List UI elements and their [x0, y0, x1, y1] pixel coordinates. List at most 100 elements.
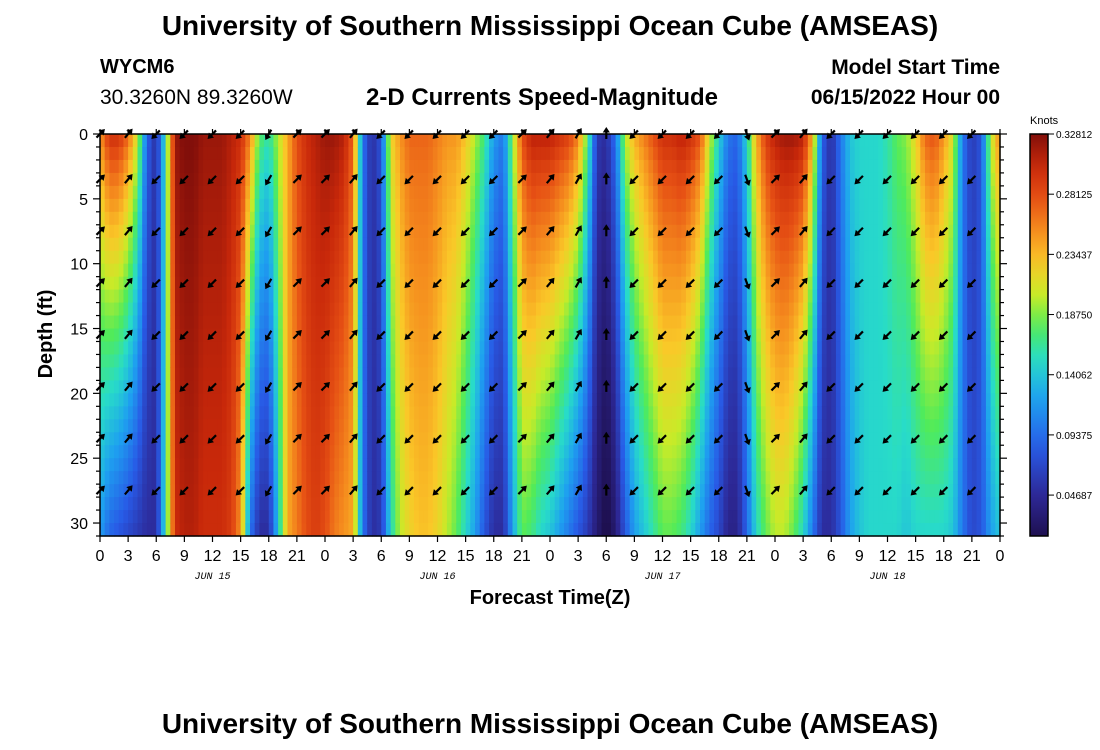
heatmap-cell	[221, 237, 228, 252]
heatmap-cell	[592, 367, 598, 381]
heatmap-cell	[610, 211, 617, 226]
heatmap-cell	[718, 263, 725, 278]
heatmap-cell	[667, 367, 673, 381]
heatmap-cell	[128, 510, 134, 524]
heatmap-cell	[503, 458, 509, 472]
heatmap-cell	[559, 159, 565, 174]
heatmap-cell	[367, 393, 373, 407]
heatmap-cell	[170, 302, 176, 317]
heatmap-cell	[142, 289, 148, 304]
heatmap-cell	[371, 185, 378, 200]
heatmap-cell	[737, 380, 743, 394]
heatmap-cell	[639, 224, 645, 239]
heatmap-cell	[568, 367, 575, 381]
heatmap-cell	[695, 185, 701, 200]
heatmap-cell	[278, 263, 284, 278]
heatmap-cell	[737, 211, 743, 226]
heatmap-cell	[109, 445, 115, 459]
heatmap-cell	[428, 250, 434, 265]
heatmap-cell	[793, 497, 800, 511]
heatmap-cell	[465, 237, 471, 252]
heatmap-cell	[634, 406, 640, 420]
heatmap-cell	[746, 328, 753, 343]
heatmap-cell	[357, 250, 364, 265]
heatmap-cell	[390, 523, 396, 537]
heatmap-cell	[343, 276, 350, 291]
heatmap-cell	[681, 146, 687, 161]
heatmap-cell	[582, 198, 589, 213]
heatmap-cell	[643, 198, 650, 213]
heatmap-cell	[292, 419, 298, 433]
heatmap-cell	[685, 211, 692, 226]
heatmap-cell	[531, 159, 537, 174]
heatmap-cell	[339, 354, 345, 369]
heatmap-cell	[821, 458, 828, 472]
heatmap-cell	[643, 185, 650, 200]
heatmap-cell	[550, 289, 556, 304]
heatmap-cell	[446, 432, 453, 446]
heatmap-cell	[306, 380, 312, 394]
heatmap-cell	[845, 315, 851, 330]
heatmap-cell	[606, 315, 612, 330]
heatmap-cell	[765, 523, 771, 537]
heatmap-cell	[310, 328, 317, 343]
heatmap-cell	[310, 237, 317, 252]
heatmap-cell	[535, 445, 542, 459]
heatmap-cell	[559, 289, 565, 304]
heatmap-cell	[620, 263, 626, 278]
heatmap-cell	[845, 198, 851, 213]
heatmap-cell	[104, 393, 110, 407]
heatmap-cell	[812, 185, 818, 200]
heatmap-cell	[737, 341, 743, 356]
heatmap-cell	[170, 289, 176, 304]
heatmap-cell	[545, 211, 551, 226]
heatmap-cell	[643, 432, 650, 446]
heatmap-cell	[704, 263, 710, 278]
heatmap-cell	[798, 393, 804, 407]
heatmap-cell	[409, 198, 415, 213]
heatmap-cell	[620, 276, 626, 291]
heatmap-cell	[545, 406, 551, 420]
heatmap-cell	[517, 302, 523, 317]
heatmap-cell	[531, 367, 537, 381]
heatmap-cell	[484, 198, 490, 213]
heatmap-cell	[596, 134, 603, 148]
heatmap-cell	[615, 380, 621, 394]
heatmap-cell	[489, 471, 495, 485]
heatmap-cell	[207, 471, 214, 485]
heatmap-cell	[404, 341, 410, 356]
heatmap-cell	[503, 406, 509, 420]
heatmap-cell	[250, 432, 256, 446]
heatmap-cell	[423, 484, 429, 498]
heatmap-cell	[432, 510, 439, 524]
heatmap-cell	[690, 341, 696, 356]
heatmap-cell	[310, 185, 317, 200]
heatmap-cell	[432, 458, 439, 472]
heatmap-cell	[306, 302, 312, 317]
heatmap-cell	[779, 341, 785, 356]
heatmap-cell	[667, 484, 673, 498]
heatmap-cell	[268, 315, 275, 330]
heatmap-cell	[175, 185, 181, 200]
heatmap-cell	[845, 146, 851, 161]
heatmap-cell	[756, 497, 762, 511]
heatmap-cell	[817, 315, 823, 330]
heatmap-cell	[526, 471, 532, 485]
heatmap-cell	[231, 172, 237, 187]
heatmap-cell	[690, 497, 696, 511]
heatmap-cell	[301, 146, 307, 161]
heatmap-cell	[765, 458, 771, 472]
heatmap-cell	[695, 276, 701, 291]
heatmap-cell	[653, 419, 659, 433]
heatmap-cell	[479, 432, 485, 446]
heatmap-cell	[709, 445, 715, 459]
heatmap-cell	[451, 419, 457, 433]
heatmap-cell	[662, 497, 668, 511]
heatmap-cell	[746, 250, 753, 265]
heatmap-cell	[625, 237, 631, 252]
heatmap-cell	[807, 237, 814, 252]
heatmap-cell	[442, 523, 448, 537]
heatmap-cell	[526, 445, 532, 459]
heatmap-cell	[385, 146, 392, 161]
heatmap-cell	[854, 134, 860, 148]
